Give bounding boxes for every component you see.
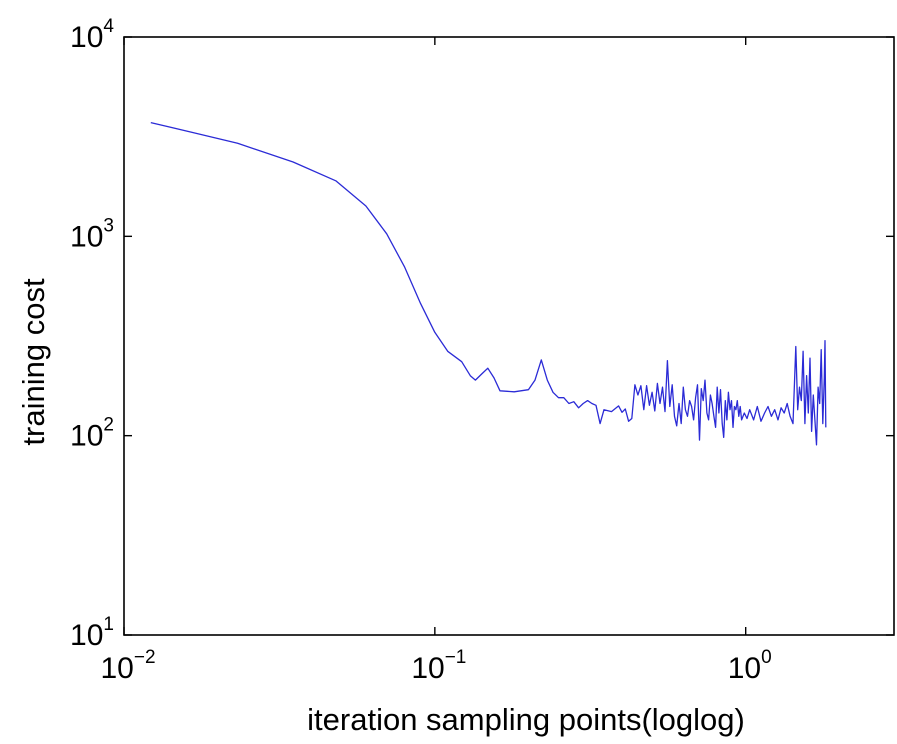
y-tick-label: 103 xyxy=(70,215,114,253)
series-layer xyxy=(150,121,827,446)
series-line xyxy=(150,121,827,446)
plot-area xyxy=(123,36,895,636)
x-tick-label: 10−1 xyxy=(411,647,466,685)
x-tick-label: 100 xyxy=(728,647,772,685)
x-tick-labels: 10−2 10−1 100 xyxy=(100,647,771,685)
y-tick-label: 102 xyxy=(70,415,114,453)
x-axis-label: iteration sampling points(loglog) xyxy=(307,702,745,737)
y-axis-label: training cost xyxy=(16,278,51,446)
tick-marks xyxy=(123,36,894,636)
y-tick-label: 104 xyxy=(70,16,114,54)
y-tick-label: 101 xyxy=(70,614,114,652)
y-tick-labels: 101 102 103 104 xyxy=(70,16,114,652)
x-tick-label: 10−2 xyxy=(100,647,155,685)
